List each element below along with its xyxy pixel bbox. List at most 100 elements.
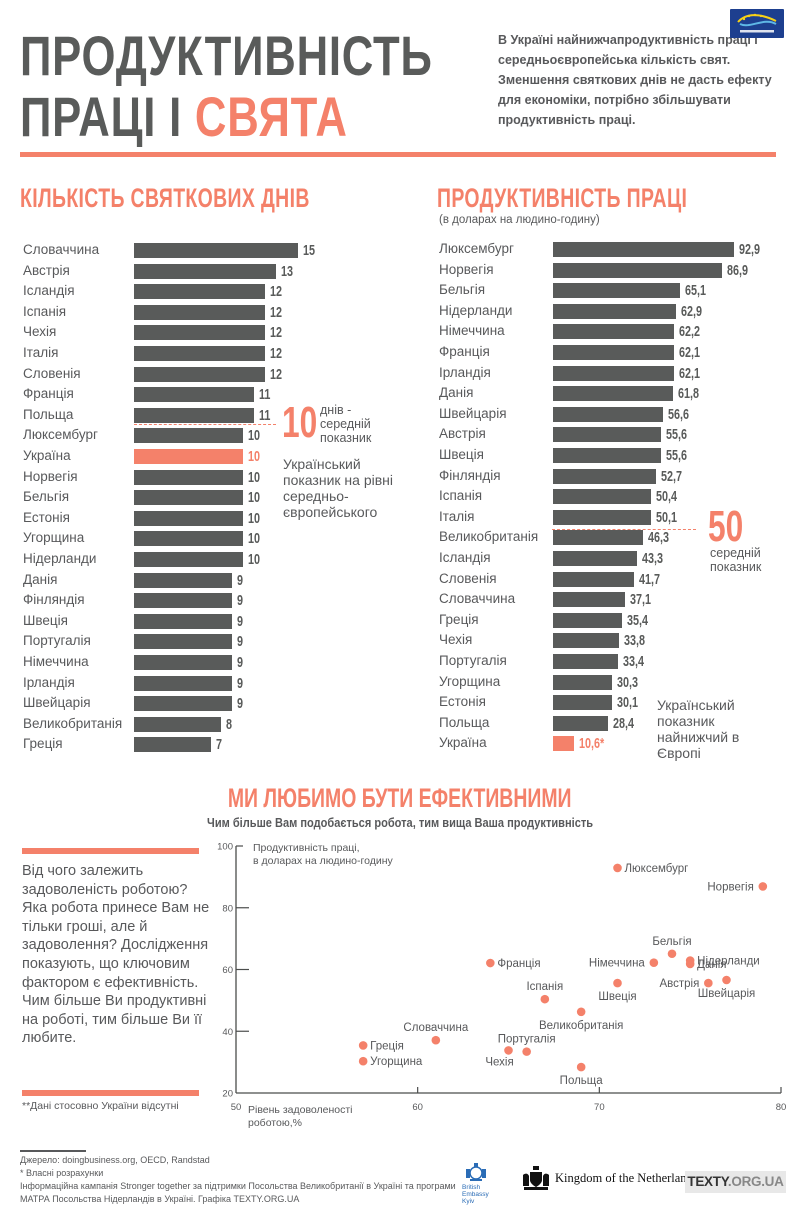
bar-label: Португалія: [23, 633, 91, 649]
bar-label: Нідерланди: [23, 551, 97, 566]
bar-label: Австрія: [439, 426, 486, 442]
x-tick-label: 70: [594, 1102, 605, 1113]
y-axis-title-line-2: в доларах на людино-годину: [253, 855, 393, 867]
bar: [553, 468, 656, 484]
title-part-2-accent: СВЯТА: [194, 85, 348, 148]
scatter-point: [358, 1056, 368, 1066]
bar-label: Норвегія: [439, 261, 494, 277]
scatter-point-label: Франція: [497, 958, 540, 970]
ukraine-footnote: **Дані стосовно України відсутні: [22, 1100, 179, 1112]
scatter-point: [613, 978, 622, 988]
bar: [553, 654, 619, 669]
bar-label: Швейцарія: [23, 695, 91, 711]
scatter-point-label: Іспанія: [526, 981, 563, 993]
texty-logo[interactable]: TEXTY.ORG.UA: [685, 1171, 786, 1193]
bar: [553, 283, 680, 299]
scatter-point: [685, 959, 695, 969]
bar-value-label: 28,4: [613, 714, 635, 732]
bar-value-label: 10: [248, 427, 261, 445]
bar-label: Люксембург: [23, 427, 98, 443]
bar-label: Чехія: [439, 632, 473, 648]
bar-value-label: 11: [259, 386, 271, 404]
bar: [134, 552, 244, 567]
bar: [134, 531, 244, 547]
bar: [134, 304, 266, 320]
scatter-point-label: Португалія: [498, 1034, 556, 1046]
footer-source: Джерело: doingbusiness.org, OECD, Randst…: [20, 1155, 210, 1165]
bar-value-label: 46,3: [648, 529, 670, 547]
productivity-average-label: середній показник: [710, 546, 762, 574]
bar-label: Данія: [23, 571, 58, 587]
bar: [134, 490, 244, 506]
scatter-point: [431, 1035, 441, 1045]
bar-label: Швеція: [23, 612, 68, 628]
bar: [553, 303, 676, 319]
bar-label: Данія: [439, 385, 474, 401]
bar-value-label: 62,9: [680, 302, 702, 320]
bar: [134, 696, 233, 712]
bar-label: Греція: [23, 736, 63, 752]
bar: [553, 386, 674, 402]
bar-label: Словаччина: [439, 591, 516, 607]
bar-label: Греція: [439, 611, 479, 627]
british-embassy-logo: British Embassy Kyiv: [462, 1162, 498, 1205]
bar-value-label: 65,1: [684, 282, 706, 300]
bar-value-label: 10,6*: [578, 735, 604, 753]
bar-value-label: 15: [303, 242, 316, 259]
bar: [553, 571, 635, 587]
bar-label: Бельгія: [23, 489, 70, 505]
bar: [134, 428, 244, 444]
bar-value-label: 11: [259, 406, 271, 424]
bar: [134, 613, 233, 629]
bar-label: Україна: [439, 735, 487, 751]
bar: [553, 633, 619, 649]
bar: [134, 387, 255, 403]
bar: [553, 262, 723, 278]
netherlands-crest-icon: [523, 1166, 549, 1190]
bar: [134, 407, 255, 423]
bar-value-label: 92,9: [739, 241, 761, 258]
bar: [134, 263, 277, 279]
bar-value-label: 9: [237, 654, 244, 671]
bar-label: Італія: [23, 345, 59, 360]
scatter-title: МИ ЛЮБИМО БУТИ ЕФЕКТИВНИМИ: [0, 783, 800, 813]
bar-value-label: 55,6: [666, 447, 688, 464]
page-title-line-1: ПРОДУКТИВНІСТЬ: [20, 24, 433, 87]
y-tick-label: 80: [222, 903, 233, 914]
bar-value-label: 7: [215, 736, 222, 754]
bar: [553, 365, 674, 381]
x-tick-label: 60: [412, 1102, 423, 1113]
bar-value-label: 12: [270, 303, 283, 321]
scatter-point-label: Угорщина: [370, 1056, 423, 1068]
bar-label: Угорщина: [23, 530, 85, 546]
holidays-title: КІЛЬКІСТЬ СВЯТКОВИХ ДНІВ: [20, 183, 310, 213]
bar-value-label: 86,9: [727, 261, 749, 279]
logo-emblem-icon: [737, 13, 777, 33]
header-divider: [20, 152, 776, 157]
bar-value-label: 41,7: [639, 570, 661, 588]
bar-value-label: 30,3: [617, 673, 639, 691]
bar-value-label: 37,1: [630, 591, 652, 609]
bar-value-label: 62,1: [678, 364, 701, 382]
holidays-average-label: днів - середній показник: [320, 403, 372, 445]
y-tick-label: 40: [222, 1027, 233, 1038]
bar: [553, 612, 622, 628]
bar-label: Словенія: [439, 570, 497, 586]
bar-label: Ісландія: [23, 283, 75, 299]
bar: [134, 325, 266, 341]
bar-label: Франція: [23, 386, 74, 402]
scatter-point-label: Норвегія: [707, 881, 753, 893]
bar-value-label: 10: [248, 551, 261, 568]
bar: [134, 593, 233, 609]
side-accent-bar-bottom: [22, 1090, 199, 1096]
scatter-point: [704, 978, 713, 988]
bar-value-label: 10: [248, 530, 261, 548]
scatter-point: [540, 994, 550, 1004]
side-description: Від чого залежить задоволеність роботою?…: [22, 863, 210, 1047]
bar-value-label: 30,1: [616, 694, 638, 712]
bar: [134, 469, 244, 485]
bar-label: Іспанія: [23, 303, 67, 319]
bar: [134, 737, 211, 753]
royal-crest-icon: [466, 1163, 486, 1181]
